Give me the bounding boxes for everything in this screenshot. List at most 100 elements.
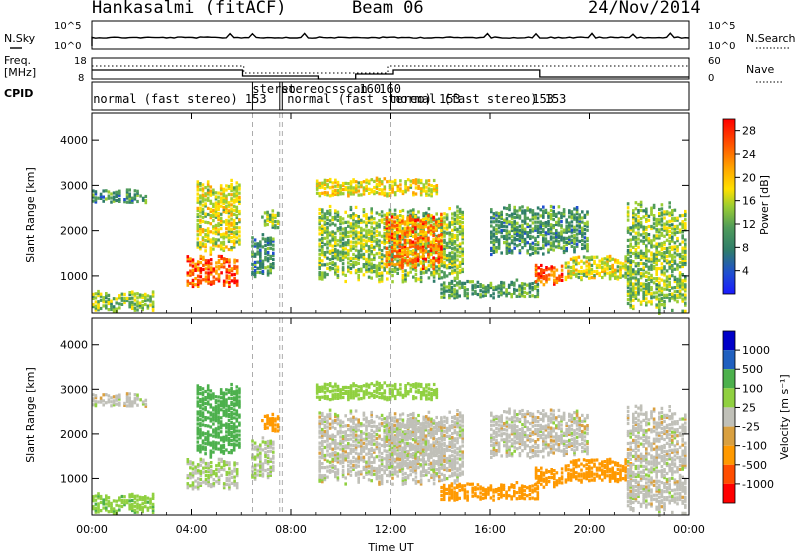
power-cell-4 — [206, 198, 210, 202]
power-cell-14 — [652, 234, 656, 238]
power-cell-7 — [396, 233, 399, 237]
power-cell-10 — [513, 281, 516, 285]
power-cell-4 — [225, 200, 228, 204]
power-cell-4 — [209, 193, 213, 197]
power-cell-7 — [422, 224, 425, 228]
power-cell-4 — [214, 240, 218, 244]
power-cell-14 — [626, 206, 630, 210]
power-cell-7 — [370, 237, 373, 241]
velocity-cell-0 — [128, 396, 131, 400]
power-cell-14 — [650, 279, 653, 284]
power-cell-10 — [463, 294, 467, 298]
power-cell-7 — [318, 266, 321, 271]
power-cell-3 — [199, 261, 203, 265]
power-cell-7 — [354, 214, 358, 218]
power-cell-13 — [624, 257, 627, 261]
power-cell-14 — [647, 292, 651, 296]
power-cell-11 — [510, 214, 514, 218]
power-cell-14 — [632, 251, 635, 256]
power-cell-4 — [199, 220, 202, 224]
power-cell-10 — [455, 293, 459, 297]
power-cell-8 — [414, 225, 417, 229]
power-cell-5 — [259, 248, 262, 252]
power-cell-4 — [201, 244, 205, 248]
power-cell-7 — [347, 220, 350, 224]
power-cell-7 — [339, 232, 342, 236]
power-cell-4 — [209, 216, 213, 220]
power-cell-1 — [110, 301, 113, 305]
power-cell-7 — [435, 218, 438, 222]
velocity-cell-0 — [118, 397, 121, 401]
velocity-cell-7 — [323, 439, 327, 444]
power-cell-7 — [339, 220, 342, 224]
power-cell-7 — [375, 239, 379, 244]
power-cell-8 — [419, 250, 422, 254]
power-cell-7 — [336, 267, 340, 271]
power-cell-11 — [573, 238, 576, 242]
power-cell-10 — [450, 294, 454, 298]
power-cell-14 — [632, 288, 635, 292]
power-cell-11 — [570, 214, 574, 218]
power-cell-11 — [586, 224, 589, 228]
power-cell-8 — [385, 234, 389, 238]
velocity-cell-3 — [222, 484, 226, 488]
power-cell-8 — [398, 226, 402, 230]
velocity-cell-5 — [269, 467, 272, 471]
power-cell-14 — [658, 289, 661, 293]
power-cell-7 — [391, 274, 394, 278]
power-cell-13 — [606, 263, 609, 267]
power-cell-10 — [500, 289, 503, 293]
power-cell-14 — [673, 208, 677, 212]
velocity-cell-6 — [274, 427, 277, 431]
power-cell-7 — [341, 249, 345, 254]
power-cell-14 — [658, 236, 661, 240]
power-cell-9 — [425, 185, 428, 189]
power-cell-14 — [684, 260, 687, 264]
power-cell-8 — [393, 232, 396, 236]
velocity-cell-4 — [225, 402, 228, 406]
power-cell-1 — [118, 302, 121, 306]
power-cell-11 — [492, 226, 496, 230]
power-cell-8 — [432, 264, 435, 268]
power-cell-7 — [414, 268, 418, 273]
power-cell-4 — [219, 186, 223, 190]
velocity-cell-3 — [225, 476, 229, 481]
power-cell-7 — [401, 270, 405, 274]
velocity-cell-1 — [149, 501, 152, 505]
power-cell-13 — [575, 274, 578, 278]
power-cell-11 — [508, 214, 511, 218]
power-cell-14 — [650, 294, 653, 298]
power-cell-14 — [626, 202, 630, 206]
velocity-cell-7 — [334, 446, 337, 451]
velocity-cell-7 — [331, 459, 334, 463]
power-cell-9 — [362, 186, 366, 190]
power-cell-10 — [448, 294, 451, 298]
velocity-cell-7 — [318, 461, 321, 465]
velocity-cell-1 — [118, 504, 121, 508]
velocity-cell-7 — [352, 447, 355, 451]
power-cell-9 — [412, 191, 415, 195]
power-cell-9 — [425, 181, 428, 185]
power-cell-8 — [403, 230, 407, 234]
power-cell-10 — [497, 290, 500, 294]
power-cell-7 — [417, 263, 420, 267]
power-cell-14 — [650, 208, 653, 212]
power-cell-9 — [347, 188, 350, 192]
power-cell-7 — [334, 243, 337, 248]
velocity-cell-4 — [212, 444, 215, 448]
power-cell-8 — [406, 222, 409, 226]
power-cell-14 — [671, 308, 674, 312]
velocity-cell-4 — [209, 395, 213, 399]
power-cell-4 — [196, 200, 200, 204]
power-cell-1 — [110, 299, 113, 303]
power-cell-10 — [466, 279, 469, 284]
power-cell-8 — [401, 250, 404, 254]
velocity-cell-6 — [274, 419, 277, 423]
power-cell-11 — [495, 227, 498, 231]
power-cell-11 — [539, 226, 542, 230]
power-cell-7 — [334, 211, 337, 215]
power-cell-4 — [238, 197, 241, 201]
power-cell-4 — [238, 238, 241, 242]
velocity-cell-4 — [230, 433, 233, 437]
power-cell-11 — [547, 221, 550, 226]
